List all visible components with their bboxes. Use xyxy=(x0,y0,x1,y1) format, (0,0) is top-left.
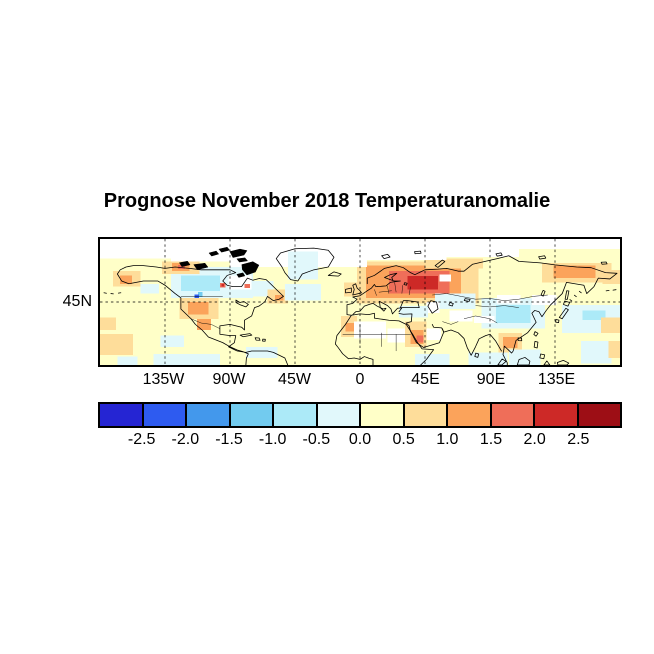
colorbar-cell xyxy=(274,404,318,426)
anomaly-patch xyxy=(439,274,451,282)
anomaly-patch xyxy=(287,251,319,280)
anomaly-patch xyxy=(120,275,132,284)
anomaly-patch xyxy=(426,302,440,314)
lon-tick-label: 45E xyxy=(411,371,440,388)
anomaly-patch xyxy=(387,328,408,343)
anomaly-patch xyxy=(196,318,212,330)
colorbar-cell xyxy=(143,404,187,426)
lat-tick-label-45n: 45N xyxy=(62,293,92,310)
anomaly-patch xyxy=(284,283,321,301)
anomaly-patch xyxy=(170,247,230,262)
colorbar-cell xyxy=(361,404,405,426)
anomaly-patch xyxy=(468,352,508,365)
anomaly-patch xyxy=(354,321,386,339)
anomaly-patch xyxy=(100,334,134,356)
anomaly-patch xyxy=(531,295,557,305)
lon-tick-label: 0 xyxy=(355,371,365,388)
anomaly-patch xyxy=(553,265,596,279)
colorbar-tick-label: -1.0 xyxy=(258,431,287,448)
anomaly-patch xyxy=(140,283,160,294)
anomaly-patch xyxy=(178,264,186,270)
anomaly-patch xyxy=(345,323,355,332)
colorbar-cell xyxy=(187,404,231,426)
anomaly-patch xyxy=(160,335,184,347)
anomaly-patch xyxy=(407,276,438,290)
anomaly-patch xyxy=(425,258,483,269)
lon-tick-label: 135E xyxy=(537,371,576,388)
anomaly-patch xyxy=(194,294,199,298)
anomaly-patch xyxy=(180,275,220,291)
anomaly-patch xyxy=(601,317,620,333)
anomaly-patch xyxy=(245,346,278,358)
graticule-layer xyxy=(100,239,620,365)
colorbar-tick-label: 0.0 xyxy=(348,431,372,448)
anomaly-patch xyxy=(100,239,620,249)
anomaly-patch xyxy=(100,247,171,259)
colorbar-tick-label: 2.0 xyxy=(523,431,546,448)
colorbar-tick-label: -0.5 xyxy=(302,431,331,448)
colorbar-cell xyxy=(578,404,620,426)
colorbar-cell xyxy=(404,404,448,426)
anomaly-patch xyxy=(188,302,209,315)
anomaly-patch xyxy=(414,353,450,365)
colorbar-tick-label: 1.0 xyxy=(436,431,459,448)
anomaly-patch xyxy=(503,337,518,349)
anomaly-patch xyxy=(495,304,531,323)
chart-title: Prognose November 2018 Temperaturanomali… xyxy=(103,190,551,212)
lon-tick-label: 45W xyxy=(278,371,311,388)
colorbar-cell xyxy=(230,404,274,426)
colorbar-tick-label: 1.5 xyxy=(479,431,503,448)
anomaly-patch xyxy=(117,356,138,365)
anomaly-patch xyxy=(367,247,447,260)
anomaly-patch xyxy=(426,328,441,340)
colorbar-tick-label: 0.5 xyxy=(392,431,415,448)
anomaly-patch xyxy=(474,316,495,323)
anomaly-patch xyxy=(100,317,116,330)
colorbar-cell xyxy=(448,404,492,426)
colorbar-tick-label: -1.5 xyxy=(215,431,243,448)
colorbar-tick-label: -2.0 xyxy=(171,431,200,448)
colorbar-cell xyxy=(535,404,579,426)
colorbar-cell xyxy=(491,404,535,426)
colorbar-cell xyxy=(100,404,144,426)
anomaly-patch xyxy=(244,283,251,288)
coastline-layer xyxy=(103,246,618,365)
anomaly-patch xyxy=(435,293,476,309)
anomaly-patch xyxy=(416,335,424,343)
anomaly-patch xyxy=(449,310,473,322)
anomaly-patch xyxy=(497,295,521,304)
lon-tick-label: 90E xyxy=(476,371,506,388)
anomaly-patch xyxy=(446,247,519,258)
anomaly-patch xyxy=(274,295,284,301)
lon-tick-label: 90W xyxy=(212,371,246,388)
anomaly-patch xyxy=(608,341,620,358)
anomaly-patch xyxy=(198,292,203,298)
anomaly-patch xyxy=(153,353,220,365)
anomaly-patch xyxy=(581,341,612,364)
colorbar-cell xyxy=(317,404,361,426)
anomaly-patch xyxy=(582,310,606,321)
map-svg xyxy=(100,239,620,365)
colorbar xyxy=(98,402,622,428)
anomaly-patch xyxy=(399,306,428,318)
anomaly-patch xyxy=(602,269,620,284)
lon-tick-label: 135W xyxy=(142,371,185,388)
colorbar-tick-label: 2.5 xyxy=(567,431,590,448)
colorbar-tick-label: -2.5 xyxy=(127,431,156,448)
map-plot xyxy=(98,237,622,367)
anomaly-patch xyxy=(221,283,225,287)
